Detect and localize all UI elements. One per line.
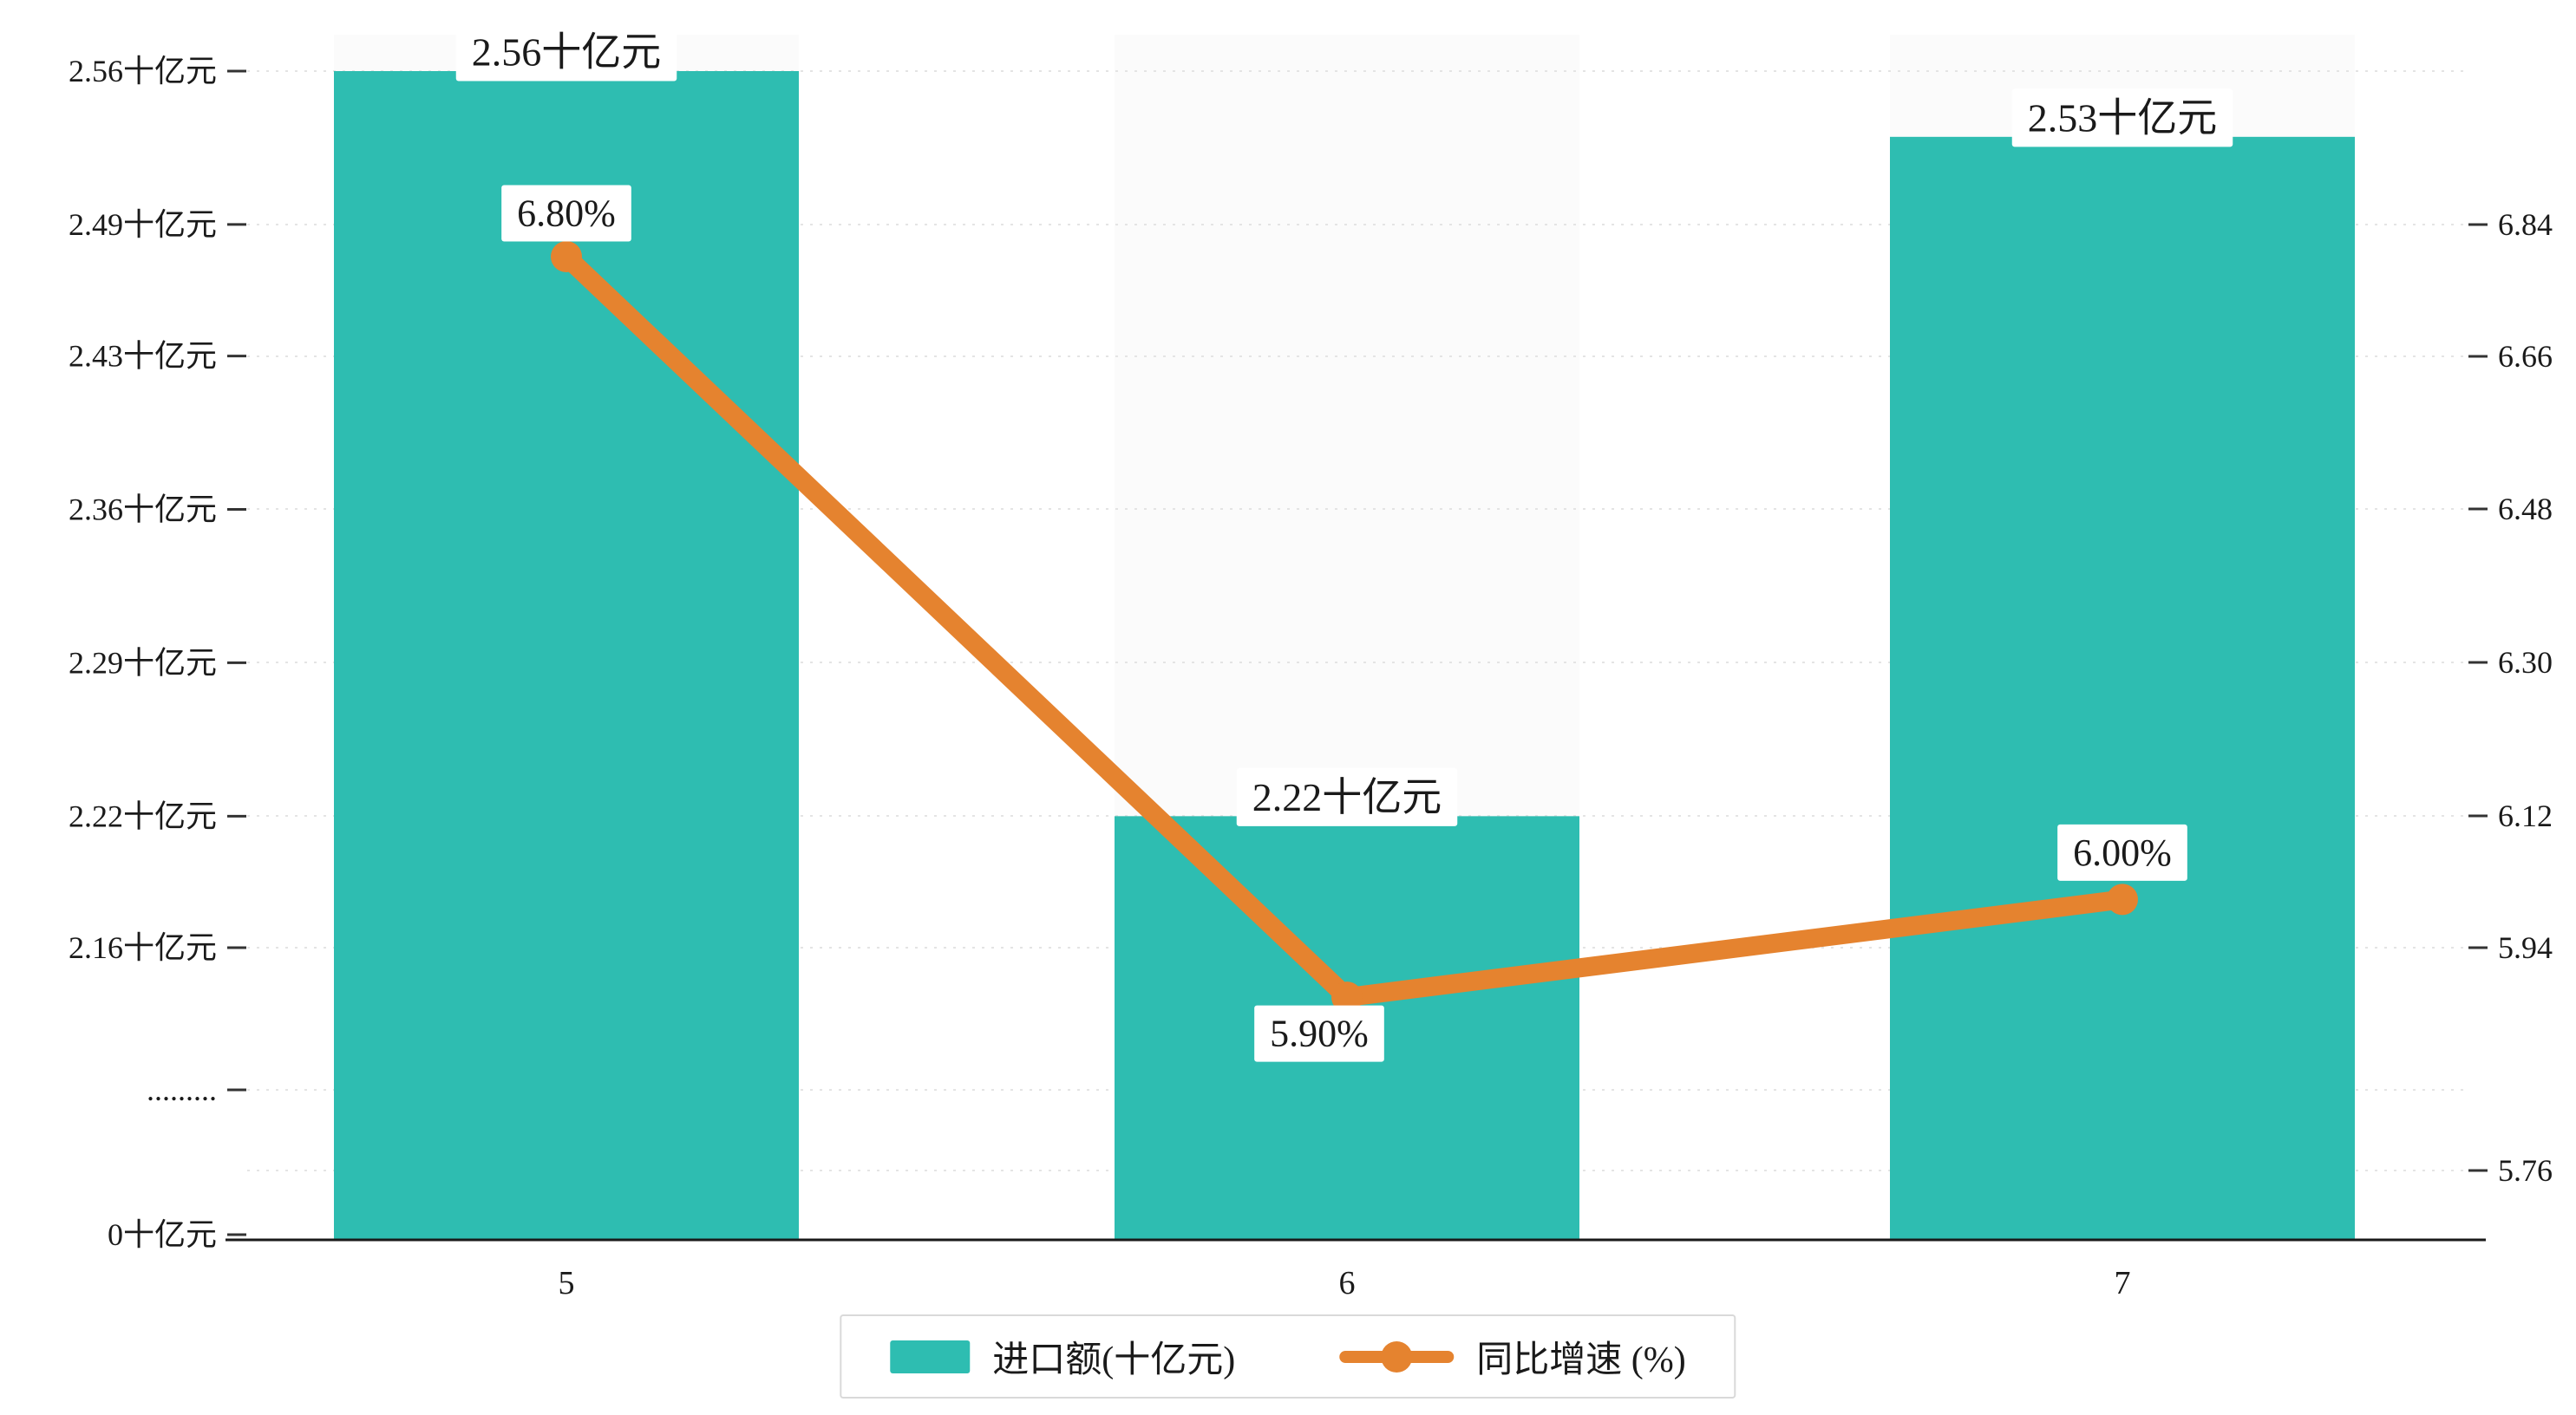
bar-series-swatch — [890, 1340, 971, 1373]
bar-value-label: 2.22十亿元 — [1252, 775, 1442, 819]
x-axis-tick-label: 6 — [1339, 1265, 1356, 1301]
line-series-dot-icon — [1381, 1340, 1413, 1373]
right-axis-tick-label: 5.76 — [2498, 1153, 2553, 1188]
growth-point-month-6[interactable] — [1331, 981, 1363, 1014]
right-axis-tick-label: 6.12 — [2498, 799, 2553, 833]
right-axis-tick-label: 6.66 — [2498, 339, 2553, 374]
line-value-label-bg — [2057, 824, 2187, 881]
line-value-label-bg — [501, 185, 631, 242]
x-axis-tick-label: 7 — [2115, 1265, 2131, 1301]
bar-value-label-bg — [455, 23, 677, 82]
bar-value-label: 2.56十亿元 — [472, 30, 662, 75]
left-axis-tick-label: 2.22十亿元 — [69, 799, 217, 833]
right-axis-tick-label: 6.84 — [2498, 207, 2553, 242]
x-axis-tick-label: 5 — [559, 1265, 575, 1301]
bar-value-label: 2.53十亿元 — [2028, 95, 2218, 140]
left-axis-tick-label: 2.16十亿元 — [69, 930, 217, 965]
legend-label-imports: 进口额(十亿元) — [992, 1340, 1236, 1380]
bar-value-label-bg — [1236, 767, 1458, 826]
right-axis-tick-label: 6.48 — [2498, 492, 2553, 526]
right-axis-tick-label: 6.30 — [2498, 645, 2553, 680]
line-value-label-bg — [1254, 1005, 1384, 1062]
line-value-label: 6.80% — [517, 192, 616, 235]
left-axis-tick-label: 2.43十亿元 — [69, 339, 217, 374]
right-axis-tick-label: 5.94 — [2498, 930, 2553, 965]
legend-item-growth[interactable]: 同比增速 (%) — [1339, 1330, 1686, 1383]
growth-point-month-5[interactable] — [551, 241, 582, 273]
line-series-marker — [1339, 1340, 1455, 1373]
left-axis-tick-label: 0十亿元 — [108, 1217, 217, 1252]
left-axis-tick-label: 2.29十亿元 — [69, 645, 217, 680]
line-value-label: 5.90% — [1270, 1013, 1369, 1055]
left-axis-tick-label: 2.36十亿元 — [69, 492, 217, 527]
bar-month-7[interactable] — [1890, 136, 2355, 1241]
line-value-label: 6.00% — [2073, 831, 2172, 874]
left-axis-tick-label: 2.49十亿元 — [69, 207, 217, 242]
legend: 进口额(十亿元) 同比增速 (%) — [840, 1314, 1736, 1399]
legend-item-imports[interactable]: 进口额(十亿元) — [890, 1330, 1235, 1383]
left-axis-tick-label: 2.56十亿元 — [69, 54, 217, 88]
bar-value-label-bg — [2011, 88, 2233, 147]
growth-point-month-7[interactable] — [2107, 884, 2138, 916]
left-axis-tick-label: ......... — [147, 1073, 217, 1107]
legend-label-growth: 同比增速 (%) — [1476, 1340, 1686, 1380]
